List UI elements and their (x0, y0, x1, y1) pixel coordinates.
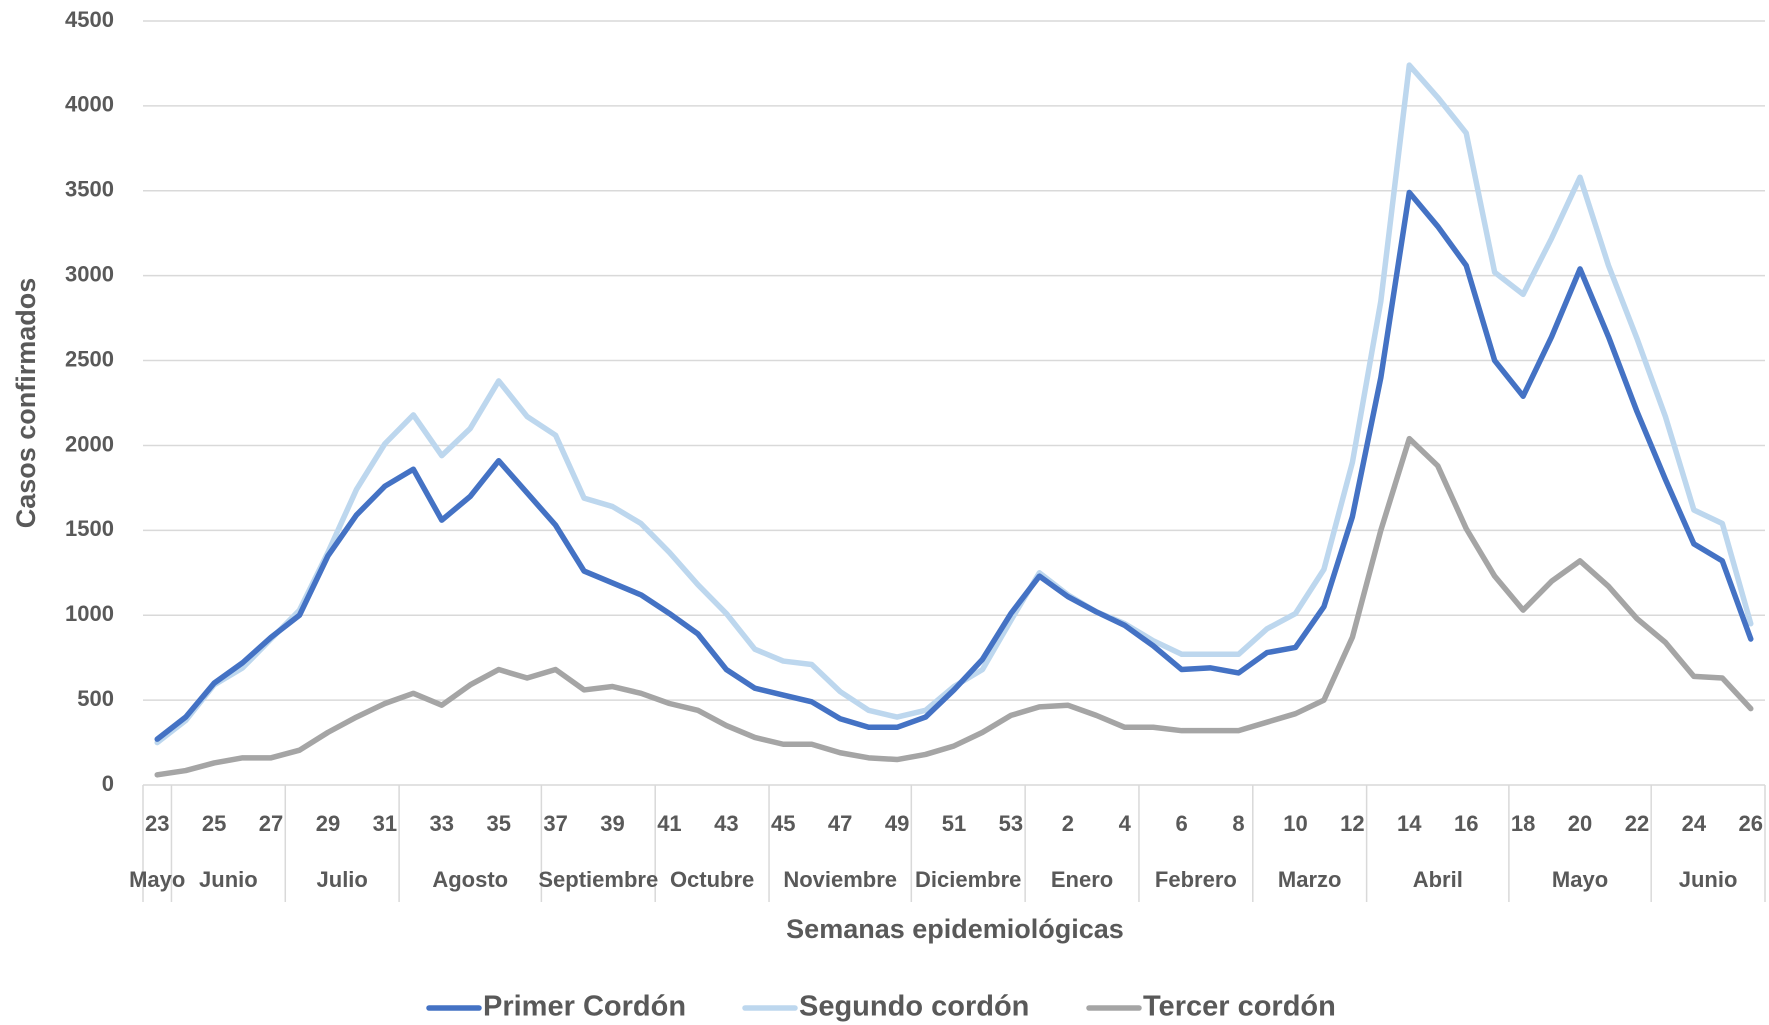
month-label: Mayo (129, 867, 185, 892)
y-tick-label: 4500 (65, 7, 114, 32)
legend-label: Tercer cordón (1143, 991, 1336, 1023)
x-tick-label: 45 (771, 811, 795, 836)
x-tick-label: 53 (999, 811, 1023, 836)
x-tick-label: 24 (1682, 811, 1707, 836)
month-label: Agosto (432, 867, 508, 892)
legend-label: Primer Cordón (483, 991, 686, 1023)
y-tick-label: 2000 (65, 431, 114, 456)
y-axis-title: Casos confirmados (11, 278, 41, 529)
x-tick-label: 51 (942, 811, 966, 836)
month-label: Febrero (1155, 867, 1237, 892)
x-tick-label: 20 (1568, 811, 1592, 836)
month-label: Julio (317, 867, 368, 892)
month-label: Diciembre (915, 867, 1021, 892)
x-tick-label: 39 (600, 811, 624, 836)
x-tick-label: 4 (1119, 811, 1132, 836)
x-tick-label: 29 (316, 811, 340, 836)
legend-label: Segundo cordón (799, 991, 1029, 1023)
y-tick-label: 1500 (65, 516, 114, 541)
y-tick-label: 1000 (65, 601, 114, 626)
month-label: Junio (199, 867, 258, 892)
x-tick-label: 23 (145, 811, 169, 836)
x-tick-label: 41 (657, 811, 681, 836)
x-tick-label: 12 (1340, 811, 1364, 836)
series-line (154, 62, 1754, 746)
y-tick-label: 4000 (65, 92, 114, 117)
x-tick-label: 8 (1232, 811, 1244, 836)
x-tick-label: 16 (1454, 811, 1478, 836)
month-label: Mayo (1552, 867, 1608, 892)
y-tick-label: 3000 (65, 261, 114, 286)
x-tick-label: 26 (1739, 811, 1763, 836)
x-tick-label: 35 (486, 811, 510, 836)
x-tick-label: 22 (1625, 811, 1649, 836)
x-axis-title: Semanas epidemiológicas (786, 914, 1124, 944)
series-line (154, 435, 1754, 778)
x-tick-label: 18 (1511, 811, 1535, 836)
x-tick-label: 27 (259, 811, 283, 836)
x-tick-label: 31 (373, 811, 397, 836)
x-tick-label: 10 (1283, 811, 1307, 836)
x-tick-label: 47 (828, 811, 852, 836)
month-label: Noviembre (783, 867, 897, 892)
x-tick-label: 37 (543, 811, 567, 836)
series-line (154, 189, 1754, 742)
month-label: Octubre (670, 867, 754, 892)
x-tick-label: 2 (1062, 811, 1074, 836)
x-tick-label: 33 (430, 811, 454, 836)
y-tick-label: 500 (77, 686, 114, 711)
y-tick-label: 2500 (65, 346, 114, 371)
month-label: Abril (1413, 867, 1463, 892)
y-tick-label: 0 (102, 771, 114, 796)
month-label: Enero (1051, 867, 1113, 892)
x-tick-label: 25 (202, 811, 226, 836)
x-tick-label: 14 (1397, 811, 1422, 836)
month-label: Septiembre (538, 867, 658, 892)
x-tick-label: 49 (885, 811, 909, 836)
x-tick-label: 6 (1176, 811, 1188, 836)
month-label: Junio (1679, 867, 1738, 892)
y-tick-label: 3500 (65, 177, 114, 202)
x-tick-label: 43 (714, 811, 738, 836)
month-label: Marzo (1278, 867, 1342, 892)
